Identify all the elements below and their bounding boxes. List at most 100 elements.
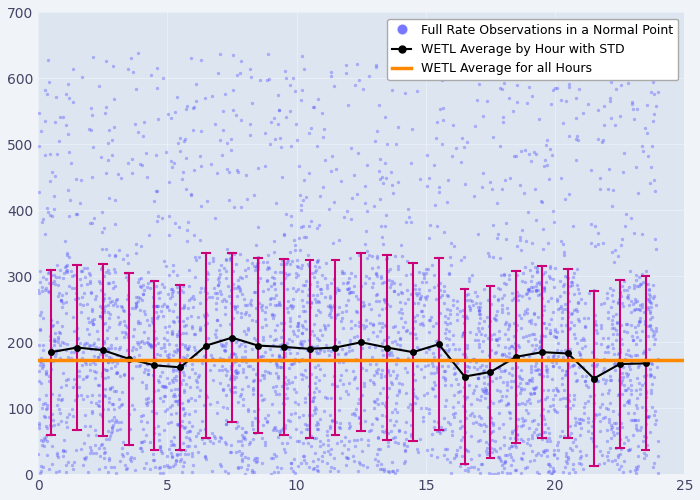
- Point: [279, 68, 290, 76]
- Point: [633, 273, 644, 281]
- Point: [609, 366, 620, 374]
- Point: [283, 256, 294, 264]
- Point: [234, 250, 246, 258]
- Point: [461, 296, 472, 304]
- Point: [370, 344, 381, 351]
- Point: [631, 394, 643, 402]
- Point: [292, 400, 303, 408]
- Point: [142, 334, 153, 342]
- Point: [65, 158, 76, 166]
- Point: [493, 296, 504, 304]
- Point: [279, 352, 290, 360]
- Point: [232, 464, 244, 472]
- Point: [397, 309, 408, 317]
- Point: [541, 366, 552, 374]
- Point: [354, 251, 365, 259]
- Point: [261, 265, 272, 273]
- Point: [270, 301, 281, 309]
- Point: [510, 466, 521, 474]
- Point: [643, 303, 654, 311]
- Point: [501, 378, 512, 386]
- Point: [229, 367, 240, 375]
- Point: [484, 413, 496, 421]
- Point: [477, 460, 488, 468]
- Point: [631, 401, 642, 409]
- Point: [384, 276, 395, 284]
- Point: [142, 278, 153, 286]
- Point: [178, 322, 190, 330]
- Point: [237, 290, 248, 298]
- Point: [589, 392, 600, 400]
- Point: [358, 301, 369, 309]
- Point: [57, 300, 69, 308]
- Point: [551, 356, 562, 364]
- Point: [141, 395, 152, 403]
- Point: [372, 252, 383, 260]
- Point: [216, 340, 227, 347]
- Point: [36, 308, 47, 316]
- Point: [106, 400, 118, 408]
- Point: [258, 422, 269, 430]
- Point: [236, 431, 247, 439]
- Point: [37, 462, 48, 470]
- Point: [228, 372, 239, 380]
- Point: [580, 378, 591, 386]
- Point: [169, 392, 181, 400]
- Point: [33, 341, 44, 349]
- Point: [409, 313, 420, 321]
- Point: [159, 346, 170, 354]
- Point: [373, 433, 384, 441]
- Point: [197, 358, 208, 366]
- Point: [339, 433, 350, 441]
- Point: [638, 432, 650, 440]
- Point: [538, 270, 549, 278]
- Point: [290, 241, 301, 249]
- Point: [505, 453, 517, 461]
- Point: [264, 368, 275, 376]
- Point: [246, 466, 258, 474]
- Point: [192, 378, 203, 386]
- Point: [290, 286, 302, 294]
- Point: [323, 311, 335, 319]
- Point: [479, 374, 490, 382]
- Point: [445, 238, 456, 246]
- Point: [360, 417, 371, 425]
- Point: [579, 336, 590, 344]
- Point: [356, 282, 367, 290]
- Point: [167, 378, 178, 386]
- Point: [237, 458, 248, 466]
- Point: [35, 356, 46, 364]
- Point: [40, 275, 51, 283]
- Point: [517, 454, 528, 462]
- Point: [402, 404, 414, 411]
- Point: [441, 320, 452, 328]
- Point: [552, 328, 563, 336]
- Point: [459, 180, 470, 188]
- Point: [85, 276, 96, 284]
- Point: [232, 437, 244, 445]
- Point: [134, 362, 145, 370]
- Point: [568, 222, 579, 230]
- Point: [632, 282, 643, 290]
- Point: [445, 262, 456, 270]
- Point: [271, 200, 282, 207]
- Point: [332, 467, 344, 475]
- Point: [339, 350, 350, 358]
- Point: [333, 286, 344, 294]
- Point: [143, 231, 154, 239]
- Point: [177, 328, 188, 336]
- Point: [377, 464, 388, 472]
- Point: [389, 438, 400, 446]
- Point: [614, 112, 625, 120]
- Point: [230, 350, 241, 358]
- Point: [515, 324, 526, 332]
- Point: [186, 364, 197, 372]
- Point: [104, 384, 115, 392]
- Point: [636, 280, 647, 288]
- Point: [111, 295, 122, 303]
- Point: [258, 371, 270, 379]
- Point: [305, 442, 316, 450]
- Point: [121, 448, 132, 456]
- Point: [210, 300, 221, 308]
- Point: [97, 304, 108, 312]
